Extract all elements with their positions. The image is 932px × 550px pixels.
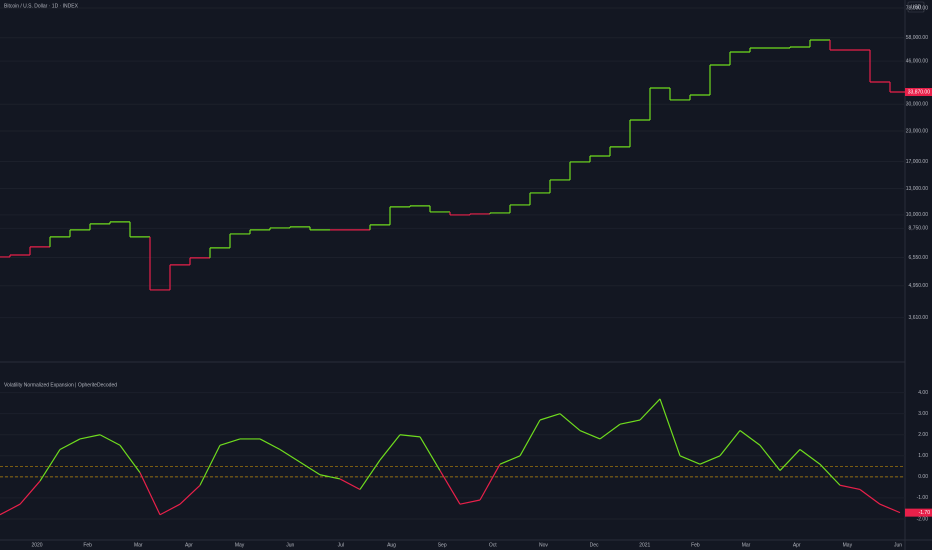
y-tick-label: 8,750.00	[909, 226, 929, 232]
y-tick-label: 4,950.00	[909, 283, 929, 289]
oscillator-line	[679, 455, 701, 465]
indicator-title: Volatility Normalized Expansion | Opheri…	[4, 382, 117, 388]
y-tick-label: 3,610.00	[909, 315, 929, 321]
oscillator-line	[819, 463, 841, 486]
y-tick-label: 58,000.00	[906, 35, 928, 41]
x-tick-label: Jul	[338, 542, 344, 548]
y-tick-label: 17,000.00	[906, 159, 928, 165]
last-price-tag	[905, 87, 932, 96]
oscillator-line	[799, 448, 821, 465]
oscillator-line	[79, 434, 101, 440]
oscillator-line	[299, 461, 321, 476]
oscillator-line	[839, 484, 861, 491]
oscillator-line	[19, 480, 41, 505]
y-tick-label: 2.00	[918, 432, 928, 438]
currency[interactable]: USD	[911, 4, 922, 10]
x-tick-label: Oct	[489, 542, 497, 548]
oscillator-line	[159, 503, 181, 516]
oscillator-line	[119, 444, 141, 473]
x-tick-label: Nov	[539, 542, 548, 548]
oscillator-line	[499, 455, 521, 465]
oscillator-line	[0, 503, 21, 516]
oscillator-line	[719, 430, 741, 457]
oscillator-line	[519, 419, 541, 457]
x-tick-label: Mar	[134, 542, 143, 548]
y-tick-label: 6,550.00	[909, 255, 929, 261]
oscillator-line	[179, 484, 201, 505]
oscillator-line	[199, 444, 221, 486]
x-tick-label: Jun	[894, 542, 902, 548]
y-tick-label: -1.00	[917, 495, 929, 501]
y-tick-label: 46,000.00	[906, 58, 928, 64]
y-tick-label: 3.00	[918, 411, 928, 417]
oscillator-line	[479, 463, 501, 501]
x-tick-label: Apr	[793, 542, 801, 548]
x-tick-label: Mar	[742, 542, 751, 548]
oscillator-line	[339, 478, 361, 491]
y-tick-label: 13,000.00	[906, 186, 928, 192]
x-tick-label: Jun	[286, 542, 294, 548]
x-tick-label: 2020	[31, 542, 42, 548]
oscillator-line	[379, 434, 401, 461]
oscillator-line	[399, 434, 421, 438]
y-tick-label: 23,000.00	[906, 128, 928, 134]
x-tick-label: 2021	[639, 542, 650, 548]
oscillator-line	[739, 430, 761, 446]
oscillator-line	[699, 455, 721, 465]
oscillator-line	[419, 436, 441, 471]
oscillator-line	[219, 438, 241, 446]
x-tick-label: Aug	[387, 542, 396, 548]
oscillator-line	[439, 470, 461, 505]
oscillator-line	[319, 474, 341, 480]
x-tick-label: Sep	[438, 542, 447, 548]
last-value-tag	[905, 508, 932, 517]
y-tick-label: 30,000.00	[906, 102, 928, 108]
x-tick-label: May	[843, 542, 853, 548]
oscillator-line	[659, 398, 681, 456]
last-value-label: -1.70	[919, 510, 931, 516]
x-tick-label: Feb	[691, 542, 700, 548]
oscillator-line	[859, 488, 881, 505]
chart-title: Bitcoin / U.S. Dollar · 1D · INDEX	[4, 3, 79, 9]
y-tick-label: -2.00	[917, 516, 929, 522]
y-tick-label: 0.00	[918, 474, 928, 480]
oscillator-line	[639, 398, 661, 421]
x-tick-label: Apr	[185, 542, 193, 548]
y-tick-label: 78,000.00	[906, 5, 928, 11]
x-tick-label: May	[235, 542, 245, 548]
oscillator-line	[139, 472, 161, 515]
oscillator-line	[99, 434, 121, 446]
oscillator-line	[359, 459, 381, 490]
y-tick-label: 4.00	[918, 390, 928, 396]
oscillator-line	[879, 503, 901, 514]
y-tick-label: 10,000.00	[906, 212, 928, 218]
oscillator-line	[619, 419, 641, 425]
x-tick-label: Dec	[590, 542, 599, 548]
oscillator-line	[759, 444, 781, 471]
oscillator-line	[599, 423, 621, 440]
oscillator-line	[459, 499, 481, 505]
oscillator-line	[539, 413, 561, 421]
oscillator-line	[779, 449, 801, 471]
currency-box[interactable]	[907, 1, 925, 13]
oscillator-line	[59, 438, 81, 451]
last-price-label: 33,870.00	[908, 89, 930, 95]
oscillator-line	[559, 413, 581, 431]
oscillator-line	[279, 448, 301, 463]
oscillator-line	[39, 449, 61, 482]
oscillator-line	[579, 429, 601, 440]
x-tick-label: Feb	[83, 542, 92, 548]
y-tick-label: 1.00	[918, 453, 928, 459]
oscillator-line	[259, 438, 281, 451]
